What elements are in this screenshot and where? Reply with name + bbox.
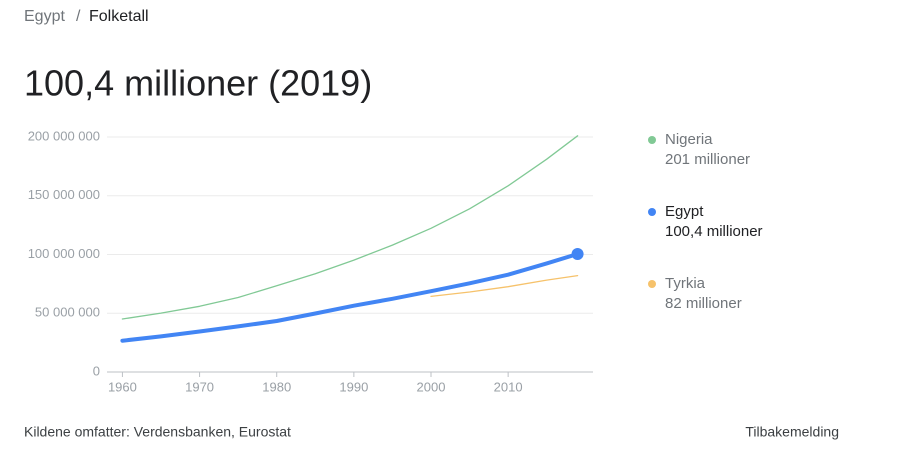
legend-dot: [648, 136, 656, 144]
y-tick-label: 100 000 000: [28, 246, 100, 261]
legend-name: Tyrkia: [665, 275, 706, 292]
legend-name: Egypt: [665, 203, 704, 220]
x-tick-label: 1960: [108, 379, 137, 394]
legend-value: 201 millioner: [665, 151, 750, 168]
breadcrumb-separator: /: [76, 8, 81, 25]
legend-value: 100,4 millioner: [665, 223, 763, 240]
series-line: [430, 274, 579, 298]
legend-value: 82 millioner: [665, 295, 742, 312]
x-tick-label: 2010: [494, 379, 523, 394]
end-point: [571, 248, 584, 261]
x-tick-label: 2000: [417, 379, 446, 394]
y-tick-label: 150 000 000: [28, 187, 100, 202]
feedback-link[interactable]: Tilbakemelding: [745, 424, 839, 440]
x-tick-label: 1970: [185, 379, 214, 394]
y-tick-label: 200 000 000: [28, 128, 100, 143]
breadcrumb-item[interactable]: Egypt: [24, 8, 65, 25]
legend-name: Nigeria: [665, 131, 713, 148]
chart-title: 100,4 millioner (2019): [24, 63, 372, 104]
legend-dot: [648, 280, 656, 288]
y-tick-label: 0: [93, 363, 100, 378]
x-tick-label: 1980: [262, 379, 291, 394]
series-line: [120, 252, 580, 343]
y-tick-label: 50 000 000: [35, 305, 100, 320]
breadcrumb-item: Folketall: [89, 8, 149, 25]
legend-dot: [648, 208, 656, 216]
series-line: [121, 135, 579, 320]
x-tick-label: 1990: [339, 379, 368, 394]
sources: Kildene omfatter: Verdensbanken, Eurosta…: [24, 424, 291, 440]
